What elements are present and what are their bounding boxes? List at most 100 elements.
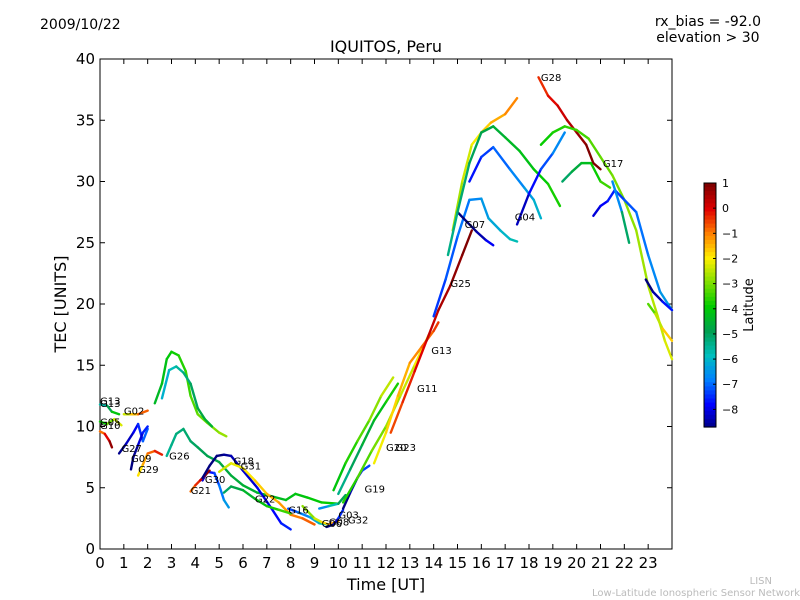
series-g28-segment (546, 94, 559, 107)
colorbar-band (704, 374, 716, 379)
y-tick-label: 35 (76, 111, 95, 129)
x-tick-label: 4 (191, 554, 201, 572)
series-g23-segment (360, 419, 376, 447)
colorbar-label: Latitude (742, 278, 757, 332)
series-g07-segment (444, 235, 459, 281)
satellite-label: G11 (417, 384, 437, 395)
series-g26-segment (294, 492, 309, 499)
series-g32b-segment (654, 312, 664, 330)
x-tick-label: 16 (472, 554, 491, 572)
satellite-label: G22 (255, 494, 275, 505)
series-g15-segment (539, 152, 555, 171)
colorbar-band (704, 418, 716, 424)
series-g02-segment (136, 409, 149, 416)
colorbar-band (704, 215, 716, 221)
series-g22-segment (222, 485, 233, 494)
series-g20-segment (380, 376, 395, 398)
satellite-label: G21 (191, 486, 211, 497)
x-tick-label: 8 (286, 554, 296, 572)
series-g07-segment (499, 229, 512, 241)
credit-short: LISN (749, 576, 772, 587)
series-g32-segment (318, 504, 330, 510)
series-g13-segment (110, 410, 121, 416)
series-g16-segment (287, 507, 300, 514)
series-g26-segment (241, 484, 259, 494)
series-g13b-segment (408, 345, 423, 364)
colorbar-band (704, 357, 716, 363)
x-axis-label: Time [UT] (346, 575, 425, 594)
series-g07-segment (468, 197, 483, 202)
series-g14b-segment (611, 180, 624, 214)
series-g17-segment (563, 125, 578, 132)
colorbar-band (704, 325, 716, 330)
series-g13-segment (98, 403, 109, 407)
satellite-label: G28 (541, 73, 561, 84)
satellite-label: G07 (465, 220, 485, 231)
series-g07-segment (508, 237, 519, 243)
series-g20-segment (332, 462, 347, 492)
series-g32b-segment (646, 302, 657, 315)
y-axis-label: TEC [UNITS] (51, 256, 70, 354)
x-tick-label: 6 (238, 554, 248, 572)
series-g18b-segment (599, 199, 609, 208)
satellite-label: G06 (322, 519, 342, 530)
series-g17-segment (623, 198, 638, 232)
x-tick-label: 0 (95, 554, 105, 572)
series-g16-segment (308, 515, 321, 525)
series-g18-segment (215, 453, 226, 458)
series-g25-segment (425, 308, 440, 342)
series-g07-segment (487, 217, 502, 232)
colorbar-band (704, 239, 716, 245)
series-g04-segment (508, 168, 526, 189)
chart-title: IQUITOS, Peru (329, 37, 443, 56)
satellite-label: G19 (365, 485, 385, 496)
series-g31-segment (241, 466, 257, 482)
series-g18-segment (279, 522, 292, 531)
colorbar-tick-label: −8 (722, 403, 738, 416)
x-tick-label: 12 (376, 554, 395, 572)
colorbar-band (704, 370, 716, 375)
x-tick-label: 10 (329, 554, 348, 572)
series-g17b-segment (599, 180, 612, 189)
series-g11-segment (356, 449, 373, 480)
series-g12-segment (165, 350, 173, 361)
colorbar-band (704, 414, 716, 420)
series-g18b-segment (646, 253, 662, 293)
series-g29-segment (146, 449, 157, 455)
series-g01-segment (503, 96, 519, 116)
series-g04-segment (532, 198, 543, 220)
series-g15-segment (551, 131, 566, 155)
series-g24-segment (503, 136, 521, 153)
y-tick-label: 5 (85, 479, 95, 497)
series-g32-segment (337, 493, 347, 505)
colorbar-band (704, 272, 716, 278)
colorbar-band (704, 260, 716, 265)
series-g18-segment (208, 454, 218, 467)
colorbar-band (704, 394, 716, 400)
series-g12-segment (217, 431, 228, 438)
series-g31-segment (265, 492, 280, 504)
series-g24-segment (468, 131, 483, 165)
colorbar-band (704, 227, 716, 233)
series-g12-segment (189, 394, 199, 416)
series-g32b-segment (661, 327, 674, 342)
colorbar-band (704, 248, 716, 253)
satellite-label: G10 (100, 421, 120, 432)
colorbar-band (704, 264, 716, 269)
series-g31-segment (217, 462, 233, 474)
series-g26-segment (270, 495, 288, 502)
colorbar-tick-label: −1 (722, 227, 738, 240)
colorbar-band (704, 207, 716, 213)
series-g14-segment (175, 365, 185, 374)
series-g01-segment (461, 143, 473, 183)
series-g26-segment (284, 492, 297, 502)
series-g13b-segment (432, 321, 440, 333)
series-g27-segment (141, 427, 149, 443)
colorbar-band (704, 219, 716, 225)
series-g22-segment (229, 485, 245, 492)
series-g17-segment (575, 128, 590, 140)
series-g17-segment (635, 229, 650, 287)
series-g26-segment (175, 427, 185, 436)
colorbar-band (704, 422, 716, 428)
series-g11-segment (399, 364, 416, 398)
